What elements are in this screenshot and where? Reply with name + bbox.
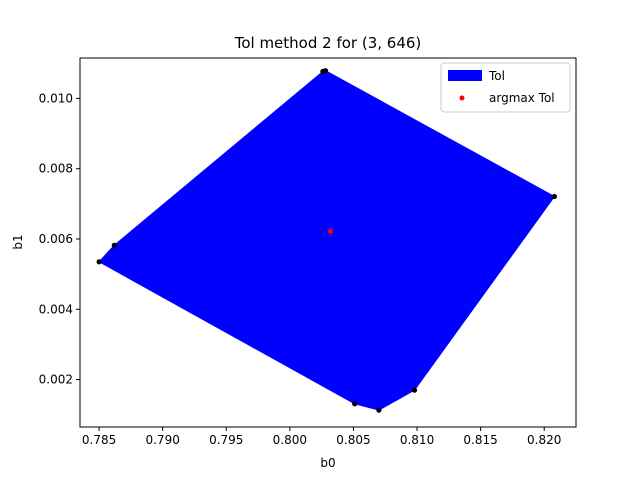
argmax-points	[327, 228, 334, 234]
x-tick-label: 0.795	[209, 433, 243, 447]
argmax-point	[327, 228, 334, 234]
x-axis-ticks: 0.785 0.790 0.795 0.800 0.805 0.810 0.815 0.820	[82, 427, 561, 447]
y-tick-label: 0.002	[39, 373, 73, 387]
polygon-vertex-point	[111, 242, 117, 248]
y-tick-label: 0.008	[39, 162, 73, 176]
y-tick-label: 0.006	[39, 232, 73, 246]
x-tick-label: 0.815	[463, 433, 497, 447]
legend: Tol argmax Tol	[440, 62, 571, 113]
legend-swatch-tol	[448, 70, 482, 81]
polygon-vertex-point	[551, 193, 558, 200]
polygon-vertex-point	[96, 259, 102, 265]
y-tick-label: 0.004	[39, 302, 73, 316]
x-tick-label: 0.810	[400, 433, 434, 447]
y-tick-label: 0.010	[39, 91, 73, 105]
polygon-vertices	[96, 68, 558, 413]
chart-title: Tol method 2 for (3, 646)	[234, 34, 422, 52]
x-tick-label: 0.790	[145, 433, 179, 447]
y-axis-label: b1	[11, 234, 25, 249]
x-axis-label: b0	[320, 456, 335, 470]
x-tick-label: 0.785	[82, 433, 116, 447]
polygon-vertex-point	[322, 68, 329, 74]
x-tick-label: 0.800	[273, 433, 307, 447]
polygon-vertex-point	[411, 387, 418, 393]
x-tick-label: 0.805	[336, 433, 370, 447]
y-axis-ticks: 0.002 0.004 0.006 0.008 0.010	[39, 91, 80, 387]
legend-label-argmax: argmax Tol	[489, 91, 555, 105]
legend-label-tol: Tol	[488, 69, 505, 83]
legend-marker-argmax	[459, 95, 465, 101]
polygon-vertex-point	[352, 401, 358, 407]
axes-frame	[79, 57, 577, 428]
polygon-vertex-point	[376, 407, 382, 413]
x-tick-label: 0.820	[527, 433, 561, 447]
